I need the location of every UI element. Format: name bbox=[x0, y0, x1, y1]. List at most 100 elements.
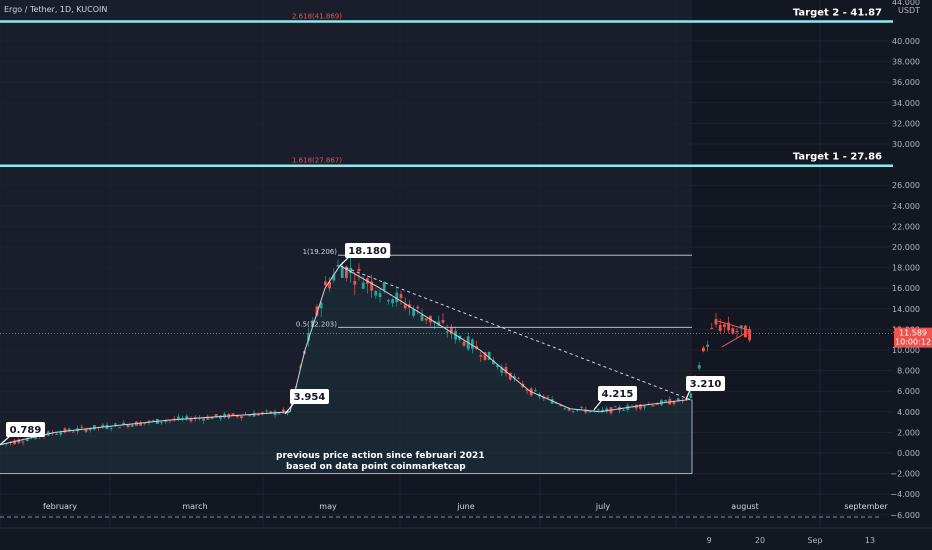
candle-body bbox=[118, 427, 121, 429]
y-tick-label: 4.000 bbox=[897, 408, 920, 417]
shaded-area bbox=[0, 265, 693, 475]
candle-body bbox=[387, 300, 390, 302]
y-tick-label: −4.000 bbox=[890, 490, 920, 499]
annotation-box-text: 3.210 bbox=[690, 379, 722, 390]
candle-body bbox=[336, 264, 340, 267]
candle-body bbox=[25, 438, 29, 441]
target-fib-label: 1.618(27.867) bbox=[292, 157, 342, 165]
candle-body bbox=[189, 418, 193, 422]
candle-body bbox=[139, 422, 142, 426]
current-price-tag bbox=[894, 327, 932, 348]
candle-body bbox=[513, 376, 516, 379]
x-tick-label: 20 bbox=[755, 536, 765, 545]
candle-body bbox=[664, 400, 667, 402]
candle-body bbox=[126, 424, 130, 428]
candle-body bbox=[114, 423, 117, 425]
y-tick-label: 18.000 bbox=[892, 264, 920, 273]
candle-body bbox=[718, 325, 722, 331]
y-tick-label: 36.000 bbox=[892, 78, 920, 87]
candle-body bbox=[370, 281, 373, 291]
candle-body bbox=[345, 266, 348, 279]
candle-body bbox=[269, 411, 273, 414]
candle-body bbox=[206, 416, 210, 420]
candle-body bbox=[508, 372, 512, 380]
month-label: march bbox=[182, 502, 207, 511]
candle-body bbox=[315, 306, 319, 316]
candle-body bbox=[130, 424, 134, 427]
annotation-box[interactable] bbox=[686, 376, 725, 391]
candle-body bbox=[559, 405, 562, 407]
annotation-box[interactable] bbox=[290, 389, 329, 404]
annotation-box[interactable] bbox=[598, 386, 637, 401]
y-tick-label: 26.000 bbox=[892, 181, 920, 190]
candle-body bbox=[441, 320, 445, 323]
month-label: july bbox=[595, 502, 611, 511]
candle-body bbox=[563, 408, 567, 410]
candle-body bbox=[546, 396, 550, 398]
candle-body bbox=[277, 413, 281, 415]
candle-body bbox=[399, 294, 403, 299]
candle-body bbox=[424, 318, 428, 321]
annotation-box[interactable] bbox=[345, 243, 391, 258]
candle-body bbox=[731, 328, 735, 334]
candle-body bbox=[462, 341, 466, 346]
note-line-2: based on data point coinmarketcap bbox=[286, 462, 466, 472]
candle-body bbox=[504, 367, 508, 374]
candle-body bbox=[643, 406, 646, 408]
annotation-pointer bbox=[685, 389, 691, 400]
y-tick-label: 38.000 bbox=[892, 58, 920, 67]
candle-body bbox=[177, 416, 180, 420]
candle-body bbox=[697, 365, 701, 369]
y-axis-top-label: 44.000 bbox=[892, 0, 920, 7]
candle-body bbox=[63, 428, 67, 433]
y-tick-label: 8.000 bbox=[897, 367, 920, 376]
history-panel bbox=[0, 0, 692, 475]
annotation-box-text: 4.215 bbox=[602, 389, 634, 400]
candle-body bbox=[450, 327, 453, 334]
candle-body bbox=[710, 327, 714, 329]
candle-body bbox=[714, 319, 718, 325]
x-tick-label: Sep bbox=[807, 536, 822, 545]
candle-body bbox=[214, 414, 218, 417]
candle-body bbox=[395, 292, 399, 303]
candle-body bbox=[382, 282, 386, 291]
y-tick-label: 22.000 bbox=[892, 222, 920, 231]
candle-body bbox=[517, 377, 520, 379]
candle-body bbox=[437, 321, 441, 326]
month-label: june bbox=[456, 502, 474, 511]
candle-body bbox=[210, 416, 214, 420]
candle-body bbox=[580, 407, 583, 408]
shaded-area-path bbox=[0, 265, 692, 474]
candle-body bbox=[374, 290, 378, 296]
y-tick-label: 40.000 bbox=[892, 37, 920, 46]
y-tick-label: 10.000 bbox=[892, 346, 920, 355]
candle-body bbox=[555, 402, 558, 404]
x-axis[interactable]: february march may june july august september 9… bbox=[0, 502, 932, 545]
candle-body bbox=[88, 429, 92, 431]
candle-body bbox=[307, 333, 310, 341]
fib-label: 1(19.206) bbox=[303, 248, 338, 256]
current-price-value: 11.589 bbox=[899, 329, 927, 338]
candle-body bbox=[378, 293, 382, 297]
target-label: Target 2 - 41.87 bbox=[793, 7, 882, 18]
candle-body bbox=[72, 431, 75, 433]
candle-body bbox=[151, 420, 155, 422]
x-tick-label: 9 bbox=[706, 536, 711, 545]
candle-body bbox=[416, 306, 420, 309]
month-label: february bbox=[43, 502, 77, 511]
y-tick-label: 30.000 bbox=[892, 140, 920, 149]
month-label: may bbox=[319, 502, 337, 511]
candle-body bbox=[109, 428, 113, 430]
candle-body bbox=[282, 409, 285, 412]
annotation-box[interactable] bbox=[6, 422, 45, 437]
candle-body bbox=[403, 304, 407, 309]
candle-body bbox=[223, 413, 226, 418]
candle-body bbox=[164, 420, 168, 422]
candle-body bbox=[391, 299, 394, 304]
candle-body bbox=[328, 282, 331, 289]
candle-body bbox=[202, 418, 205, 421]
annotation-lines bbox=[0, 20, 893, 446]
